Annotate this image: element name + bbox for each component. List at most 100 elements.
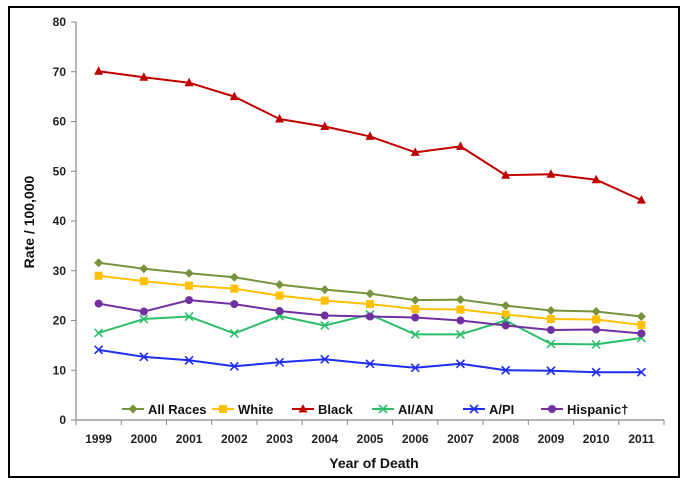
data-point-black (320, 121, 330, 130)
x-tick-label: 2007 (447, 432, 474, 446)
x-tick-label: 2000 (130, 432, 157, 446)
legend-marker (469, 404, 479, 414)
y-tick-label: 20 (53, 314, 67, 328)
series-a-pi (94, 345, 646, 377)
data-point-hispanic (185, 296, 194, 305)
data-point-white (411, 305, 420, 314)
data-point-white (546, 315, 555, 324)
data-point-black (591, 174, 601, 184)
data-point-all-races (410, 295, 420, 305)
data-point-a-pi (274, 357, 285, 367)
legend-item-all-races: All Races (122, 402, 207, 417)
data-point-hispanic (637, 329, 646, 338)
data-point-ai-an (455, 329, 466, 339)
legend-marker (298, 404, 308, 413)
data-point-all-races (275, 280, 285, 290)
legend-label: Hispanic† (567, 402, 628, 417)
data-point-a-pi (229, 361, 239, 371)
x-tick-label: 2006 (402, 432, 429, 446)
data-point-a-pi (365, 359, 375, 369)
legend-label: AI/AN (398, 402, 433, 417)
data-point-black (94, 66, 104, 75)
data-point-hispanic (546, 325, 555, 334)
data-point-all-races (320, 285, 330, 295)
series-layer (94, 66, 646, 377)
series-black (94, 66, 646, 204)
y-tick-label: 50 (53, 164, 67, 178)
data-point-a-pi (501, 365, 511, 375)
x-tick-label: 2003 (266, 432, 293, 446)
series-hispanic (94, 296, 646, 338)
data-point-all-races (184, 268, 194, 278)
data-point-hispanic (320, 311, 329, 320)
data-point-white (592, 315, 601, 324)
data-point-black (275, 114, 285, 123)
line-chart: 0 10 20 30 40 50 60 70 80 1999 2000 2001 2002 2003 200… (21, 15, 665, 471)
data-point-ai-an (320, 320, 330, 331)
data-point-ai-an (410, 329, 420, 339)
y-axis-title: Rate / 100,000 (21, 175, 37, 268)
data-point-a-pi (320, 354, 330, 364)
data-point-hispanic (366, 312, 374, 321)
legend-item-a-pi: A/PI (463, 402, 514, 417)
data-point-ai-an (546, 339, 556, 349)
data-point-black (229, 91, 239, 101)
legend-label: White (238, 402, 273, 417)
legend-marker (128, 404, 138, 414)
data-point-a-pi (139, 352, 149, 362)
data-point-hispanic (94, 299, 103, 308)
data-point-a-pi (591, 367, 601, 377)
data-point-a-pi (94, 345, 104, 355)
data-point-all-races (636, 312, 646, 322)
data-point-white (230, 284, 239, 293)
x-tick-label: 2002 (221, 432, 248, 446)
data-point-a-pi (184, 355, 194, 365)
data-point-a-pi (546, 366, 556, 376)
y-tick-label: 40 (53, 214, 67, 228)
data-point-hispanic (501, 321, 510, 330)
data-point-black (184, 77, 194, 87)
legend-marker (548, 405, 556, 413)
data-point-ai-an (229, 328, 239, 339)
data-point-black (365, 131, 375, 140)
data-point-hispanic (592, 325, 601, 334)
legend-item-white: White (212, 402, 273, 417)
data-point-all-races (591, 307, 601, 317)
data-point-black (455, 141, 465, 150)
x-tick-label: 1999 (85, 432, 112, 446)
legend-label: All Races (148, 402, 207, 417)
chart-frame: 0 10 20 30 40 50 60 70 80 1999 2000 2001 2002 2003 200… (8, 6, 680, 478)
data-point-black (501, 170, 511, 179)
series-all-races (94, 258, 646, 322)
legend: All Races White Black AI/AN A/PI Hispanic† (122, 402, 628, 417)
data-point-hispanic (411, 313, 420, 322)
data-point-a-pi (455, 359, 466, 369)
legend-marker (219, 405, 227, 413)
data-point-ai-an (184, 311, 194, 322)
data-point-all-races (501, 301, 511, 311)
legend-item-ai-an: AI/AN (372, 402, 433, 417)
data-point-ai-an (591, 339, 601, 349)
y-tick-label: 80 (53, 15, 67, 29)
data-point-all-races (365, 289, 375, 299)
y-tick-label: 0 (59, 413, 66, 427)
data-point-all-races (94, 258, 104, 268)
series-white (94, 271, 646, 329)
data-point-white (320, 296, 329, 305)
data-point-all-races (455, 295, 465, 305)
legend-label: A/PI (489, 402, 514, 417)
data-point-all-races (139, 264, 149, 274)
x-tick-label: 2001 (176, 432, 203, 446)
x-tick-label: 2009 (538, 432, 565, 446)
x-tick-label: 2004 (311, 432, 338, 446)
data-point-all-races (546, 306, 556, 316)
data-point-black (410, 147, 420, 156)
data-point-white (501, 310, 510, 319)
data-point-hispanic (230, 300, 239, 309)
legend-item-black: Black (292, 402, 353, 417)
data-point-a-pi (636, 367, 646, 377)
y-tick-label: 30 (53, 264, 67, 278)
data-point-hispanic (275, 307, 284, 316)
data-point-hispanic (139, 307, 148, 316)
data-point-a-pi (410, 363, 420, 373)
